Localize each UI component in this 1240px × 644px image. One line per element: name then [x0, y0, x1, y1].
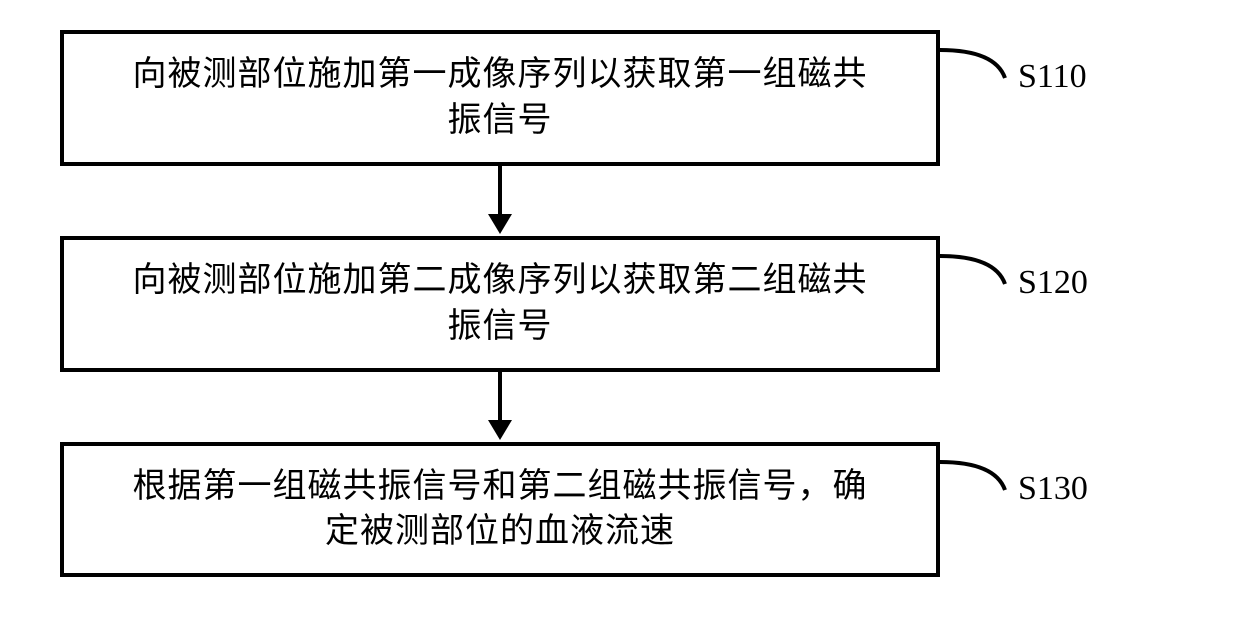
step-box: 根据第一组磁共振信号和第二组磁共振信号，确 定被测部位的血液流速 [60, 442, 940, 578]
arrow-down-icon [60, 372, 940, 442]
step-text-line: 根据第一组磁共振信号和第二组磁共振信号，确 [94, 464, 906, 510]
arrow-down-icon [60, 166, 940, 236]
flowchart-step: 根据第一组磁共振信号和第二组磁共振信号，确 定被测部位的血液流速 S130 [60, 442, 1180, 578]
step-text-line: 向被测部位施加第二成像序列以获取第二组磁共 [94, 258, 906, 304]
flowchart-step: 向被测部位施加第一成像序列以获取第一组磁共 振信号 S110 [60, 30, 1180, 166]
step-text-line: 向被测部位施加第一成像序列以获取第一组磁共 [94, 52, 906, 98]
flowchart-step: 向被测部位施加第二成像序列以获取第二组磁共 振信号 S120 [60, 236, 1180, 372]
step-text-line: 振信号 [94, 304, 906, 350]
step-label: S110 [1018, 58, 1087, 96]
step-box: 向被测部位施加第一成像序列以获取第一组磁共 振信号 [60, 30, 940, 166]
step-label: S120 [1018, 264, 1088, 302]
step-box: 向被测部位施加第二成像序列以获取第二组磁共 振信号 [60, 236, 940, 372]
step-label: S130 [1018, 470, 1088, 508]
step-text-line: 振信号 [94, 98, 906, 144]
flowchart-container: 向被测部位施加第一成像序列以获取第一组磁共 振信号 S110 向被测部位施加第二… [60, 30, 1180, 577]
step-text-line: 定被测部位的血液流速 [94, 509, 906, 555]
